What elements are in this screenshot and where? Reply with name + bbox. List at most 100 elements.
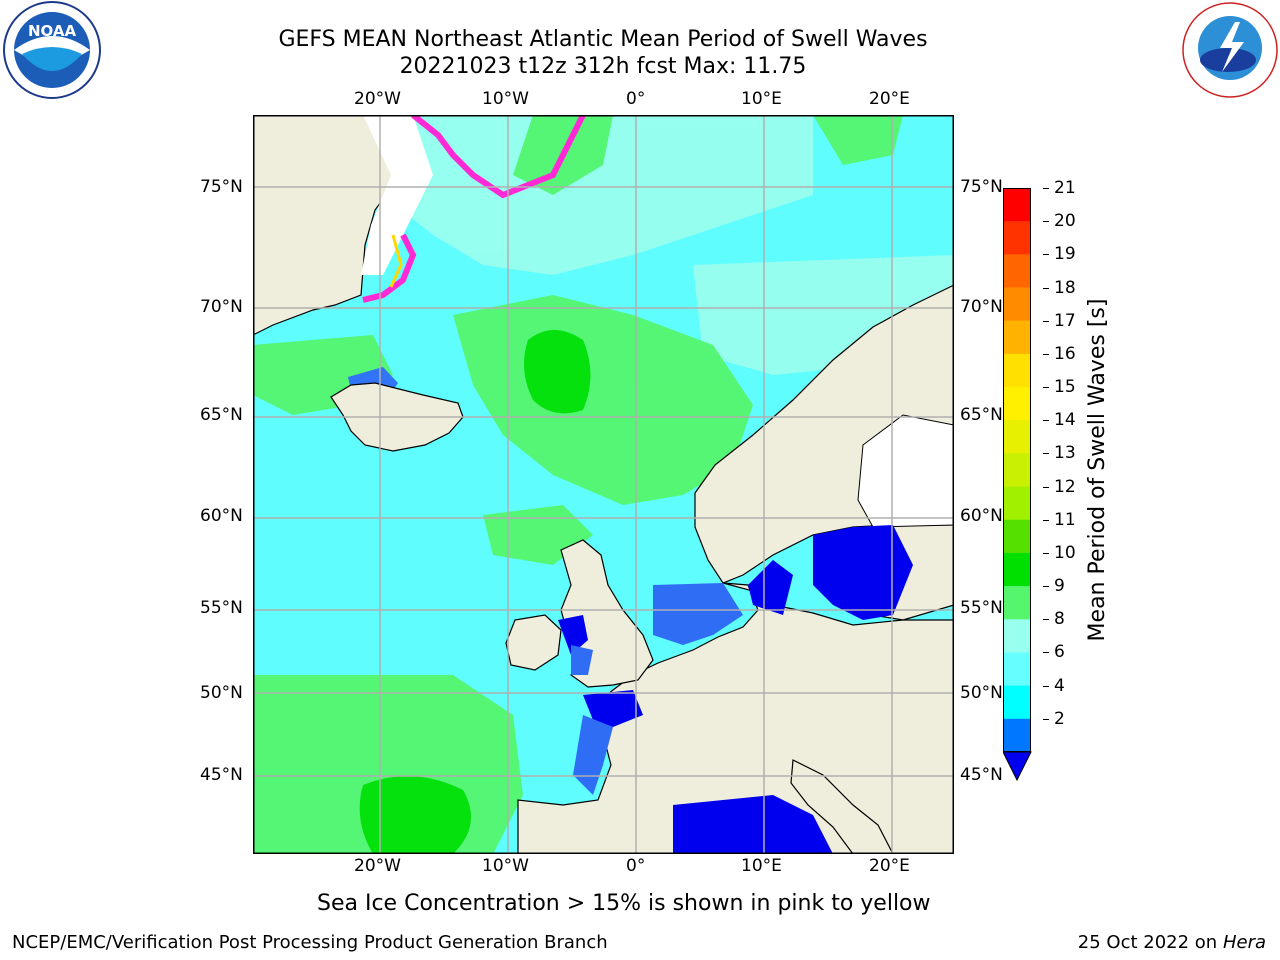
colorbar-tick-mark — [1043, 254, 1049, 256]
colorbar-tick-mark — [1043, 519, 1049, 521]
lon-label-bottom: 0° — [626, 856, 646, 876]
footer-date: 25 Oct 2022 on Hera — [1078, 932, 1266, 953]
colorbar-segment — [1003, 486, 1031, 521]
lat-label-left: 75°N — [200, 177, 243, 197]
swell-zone-10-11s — [359, 776, 471, 854]
colorbar-tick-mark — [1043, 619, 1049, 621]
colorbar-segment — [1003, 685, 1031, 720]
land-italy — [790, 759, 894, 854]
land-continental-europe — [517, 582, 954, 854]
lon-label-top: 0° — [626, 89, 646, 109]
colorbar-tick-label: 19 — [1054, 244, 1076, 265]
colorbar-segment — [1003, 353, 1031, 388]
colorbar-label-text: Mean Period of Swell Waves [s] — [1085, 298, 1110, 642]
swell-zone-2-4s — [573, 715, 613, 795]
colorbar-segment — [1003, 387, 1031, 421]
colorbar-tick-mark — [1043, 486, 1049, 488]
swell-low-zones — [558, 525, 913, 854]
swell-zone-below-2s — [558, 615, 588, 655]
sea-ice-edge — [411, 115, 586, 199]
colorbar-tick-mark — [1043, 652, 1049, 654]
colorbar-segment — [1003, 188, 1031, 222]
swell-4-6s-zones — [571, 583, 743, 795]
lon-label-top: 20°E — [869, 89, 910, 109]
colorbar-tick-mark — [1043, 188, 1049, 189]
colorbar-segment — [1003, 652, 1031, 687]
colorbar-tick-mark — [1043, 552, 1049, 554]
colorbar-tick-label: 21 — [1054, 178, 1076, 198]
lon-label-bottom: 10°W — [482, 856, 529, 876]
colorbar-tick-label: 6 — [1054, 642, 1065, 663]
swell-zone-below-2s — [673, 795, 833, 854]
lat-label-right: 65°N — [960, 405, 1003, 425]
colorbar-segment — [1003, 221, 1031, 255]
chart-title: GEFS MEAN Northeast Atlantic Mean Period… — [278, 27, 928, 52]
lon-label-top: 10°W — [482, 89, 529, 109]
lat-label-left: 65°N — [200, 405, 243, 425]
swell-zone-9-10s — [813, 115, 903, 165]
colorbar-tick-mark — [1043, 586, 1049, 588]
colorbar-tick-mark — [1043, 453, 1049, 455]
colorbar-tick-label: 15 — [1054, 377, 1076, 398]
swell-zone-2-4s — [571, 645, 593, 675]
nws-logo — [1180, 0, 1280, 100]
colorbar-tick-mark — [1043, 387, 1049, 389]
lon-label-top: 10°E — [741, 89, 782, 109]
swell-zone-10-11s — [524, 330, 591, 414]
colorbar-tick-label: 11 — [1054, 509, 1076, 530]
footer-date-text: 25 Oct 2022 on — [1077, 932, 1218, 953]
lat-label-right: 70°N — [960, 297, 1003, 317]
colorbar-tick-label: 18 — [1054, 277, 1076, 298]
swell-zone-2-4s — [653, 583, 743, 645]
colorbar-segment — [1003, 320, 1031, 355]
swell-zone-below-2s — [813, 525, 913, 620]
colorbar-extend-arrow — [1002, 751, 1032, 782]
colorbar-svg — [1002, 188, 1032, 782]
lat-label-right: 45°N — [960, 765, 1003, 785]
noaa-logo: NOAA — [0, 0, 104, 100]
colorbar-tick-label: 9 — [1054, 576, 1065, 597]
colorbar-segment — [1003, 287, 1031, 322]
colorbar-segment — [1003, 619, 1031, 653]
swell-zone-8-9s — [373, 115, 813, 275]
lat-label-left: 50°N — [200, 683, 243, 703]
colorbar — [1002, 188, 1043, 788]
colorbar-segment — [1003, 453, 1031, 488]
lon-label-bottom: 20°E — [869, 856, 910, 876]
lat-label-left: 60°N — [200, 506, 243, 526]
colorbar-segment — [1003, 586, 1031, 620]
lon-label-bottom: 20°W — [354, 856, 401, 876]
graticule — [253, 115, 954, 854]
lat-label-left: 45°N — [200, 765, 243, 785]
colorbar-segment — [1003, 718, 1031, 753]
lat-label-left: 55°N — [200, 598, 243, 618]
chart-subtitle: 20221023 t12z 312h fcst Max: 11.75 — [399, 54, 807, 79]
lon-label-top: 20°W — [354, 89, 401, 109]
lat-label-right: 50°N — [960, 683, 1003, 703]
colorbar-tick-label: 13 — [1054, 443, 1076, 464]
colorbar-border — [1003, 188, 1031, 752]
lat-label-left: 70°N — [200, 297, 243, 317]
footer-host: Hera — [1222, 932, 1266, 953]
colorbar-tick-label: 10 — [1054, 542, 1076, 563]
colorbar-tick-label: 20 — [1054, 211, 1076, 232]
sea-ice-edge — [362, 233, 417, 303]
colorbar-tick-mark — [1043, 420, 1049, 422]
lat-label-right: 60°N — [960, 506, 1003, 526]
colorbar-tick-mark — [1043, 353, 1049, 355]
colorbar-segment — [1003, 552, 1031, 587]
colorbar-tick-mark — [1043, 685, 1049, 687]
colorbar-tick-label: 8 — [1054, 609, 1065, 630]
colorbar-tick-mark — [1043, 287, 1049, 289]
map-svg — [253, 115, 954, 854]
colorbar-tick-mark — [1043, 320, 1049, 322]
colorbar-ticks: 21 20 19 18 17 16 15 14 13 12 11 10 9 8 6 4 2 — [1043, 178, 1090, 798]
lat-label-right: 75°N — [960, 177, 1003, 197]
colorbar-tick-label: 4 — [1054, 675, 1065, 696]
footer-credit: NCEP/EMC/Verification Post Processing Pr… — [12, 932, 608, 953]
colorbar-tick-label: 12 — [1054, 476, 1076, 497]
colorbar-segment — [1003, 519, 1031, 554]
noaa-logo-text: NOAA — [28, 22, 77, 40]
colorbar-tick-mark — [1043, 718, 1049, 720]
colorbar-tick-label: 17 — [1054, 310, 1076, 331]
